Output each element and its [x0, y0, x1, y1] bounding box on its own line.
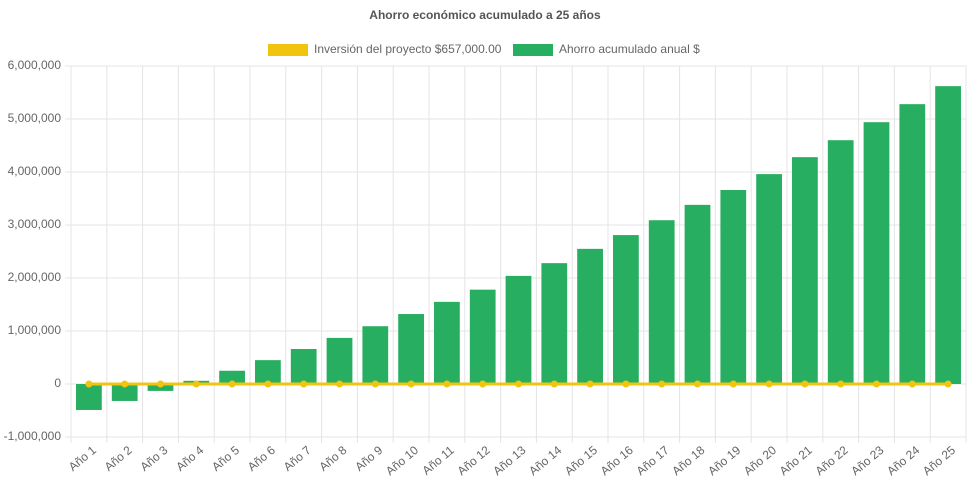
- bar: [398, 314, 424, 384]
- x-tick-label: Año 4: [173, 443, 206, 474]
- x-tick-label: Año 18: [669, 443, 707, 478]
- line-point: [264, 380, 272, 388]
- y-tick-label: 3,000,000: [8, 217, 62, 231]
- line-point: [443, 380, 451, 388]
- line-point: [586, 380, 594, 388]
- line-point: [121, 380, 129, 388]
- bar: [255, 360, 281, 384]
- line-point: [515, 380, 522, 388]
- bar: [863, 122, 890, 385]
- line-point: [300, 380, 308, 388]
- x-tick-label: Año 22: [813, 443, 851, 478]
- x-tick-label: Año 23: [848, 443, 886, 478]
- y-tick-label: 1,000,000: [8, 323, 62, 337]
- bar: [434, 301, 460, 384]
- line-point: [407, 380, 415, 388]
- x-tick-label: Año 15: [562, 443, 600, 478]
- bar: [290, 349, 317, 384]
- x-tick-label: Año 13: [490, 443, 528, 478]
- line-point: [157, 380, 164, 388]
- bar: [505, 275, 532, 384]
- bar: [219, 370, 245, 384]
- bar: [111, 384, 138, 401]
- bar: [827, 140, 854, 384]
- line-point: [729, 380, 737, 388]
- y-tick-label: -1,000,000: [4, 429, 62, 443]
- bar: [76, 384, 102, 410]
- x-tick-label: Año 6: [245, 443, 278, 474]
- line-point: [85, 380, 93, 388]
- chart-title: Ahorro económico acumulado a 25 años: [369, 8, 601, 22]
- x-tick-label: Año 21: [777, 443, 815, 478]
- legend-swatch: [268, 44, 308, 56]
- x-tick-label: Año 3: [137, 443, 170, 474]
- x-tick-label: Año 14: [526, 443, 564, 478]
- bar: [326, 337, 353, 384]
- x-tick-label: Año 9: [352, 443, 385, 474]
- line-point: [694, 380, 701, 388]
- x-tick-label: Año 8: [316, 443, 349, 474]
- x-tick-label: Año 12: [455, 443, 493, 478]
- x-tick-label: Año 20: [741, 443, 779, 478]
- x-tick-label: Año 7: [281, 443, 314, 474]
- bar: [648, 220, 675, 384]
- bar: [613, 235, 639, 384]
- legend-label: Inversión del proyecto $657,000.00: [314, 42, 502, 56]
- x-tick-label: Año 19: [705, 443, 743, 478]
- x-tick-label: Año 5: [209, 443, 242, 474]
- y-tick-label: 0: [54, 376, 61, 390]
- y-tick-label: 5,000,000: [8, 111, 62, 125]
- bar: [362, 326, 389, 384]
- line-point: [371, 380, 379, 388]
- line-point: [873, 380, 880, 388]
- bar: [756, 174, 782, 384]
- y-tick-label: 2,000,000: [8, 270, 62, 284]
- line-point: [837, 380, 845, 388]
- bar: [469, 289, 496, 384]
- x-tick-label: Año 24: [884, 443, 922, 478]
- x-tick-label: Año 11: [419, 443, 457, 478]
- bar: [935, 86, 961, 384]
- y-tick-label: 6,000,000: [8, 58, 62, 72]
- bar: [577, 248, 603, 384]
- bar: [684, 204, 711, 384]
- line-point: [658, 380, 666, 388]
- x-tick-label: Año 1: [66, 443, 99, 474]
- x-tick-label: Año 10: [383, 443, 421, 478]
- line-point: [336, 380, 343, 388]
- bar: [899, 104, 926, 384]
- line-point: [228, 380, 236, 388]
- line-point: [944, 380, 952, 388]
- y-tick-label: 4,000,000: [8, 164, 62, 178]
- x-tick-label: Año 25: [920, 443, 958, 478]
- line-point: [192, 380, 200, 388]
- legend-label: Ahorro acumulado anual $: [559, 42, 700, 56]
- line-point: [908, 380, 916, 388]
- line-point: [622, 380, 630, 388]
- x-tick-label: Año 17: [634, 443, 672, 478]
- line-point: [550, 380, 558, 388]
- line-point: [479, 380, 487, 388]
- line-point: [801, 380, 809, 388]
- bar: [541, 263, 568, 384]
- x-tick-label: Año 16: [598, 443, 636, 478]
- legend-swatch: [513, 44, 553, 56]
- bar: [720, 190, 747, 384]
- bar: [792, 157, 818, 384]
- line-point: [765, 380, 773, 388]
- x-tick-label: Año 2: [102, 443, 135, 474]
